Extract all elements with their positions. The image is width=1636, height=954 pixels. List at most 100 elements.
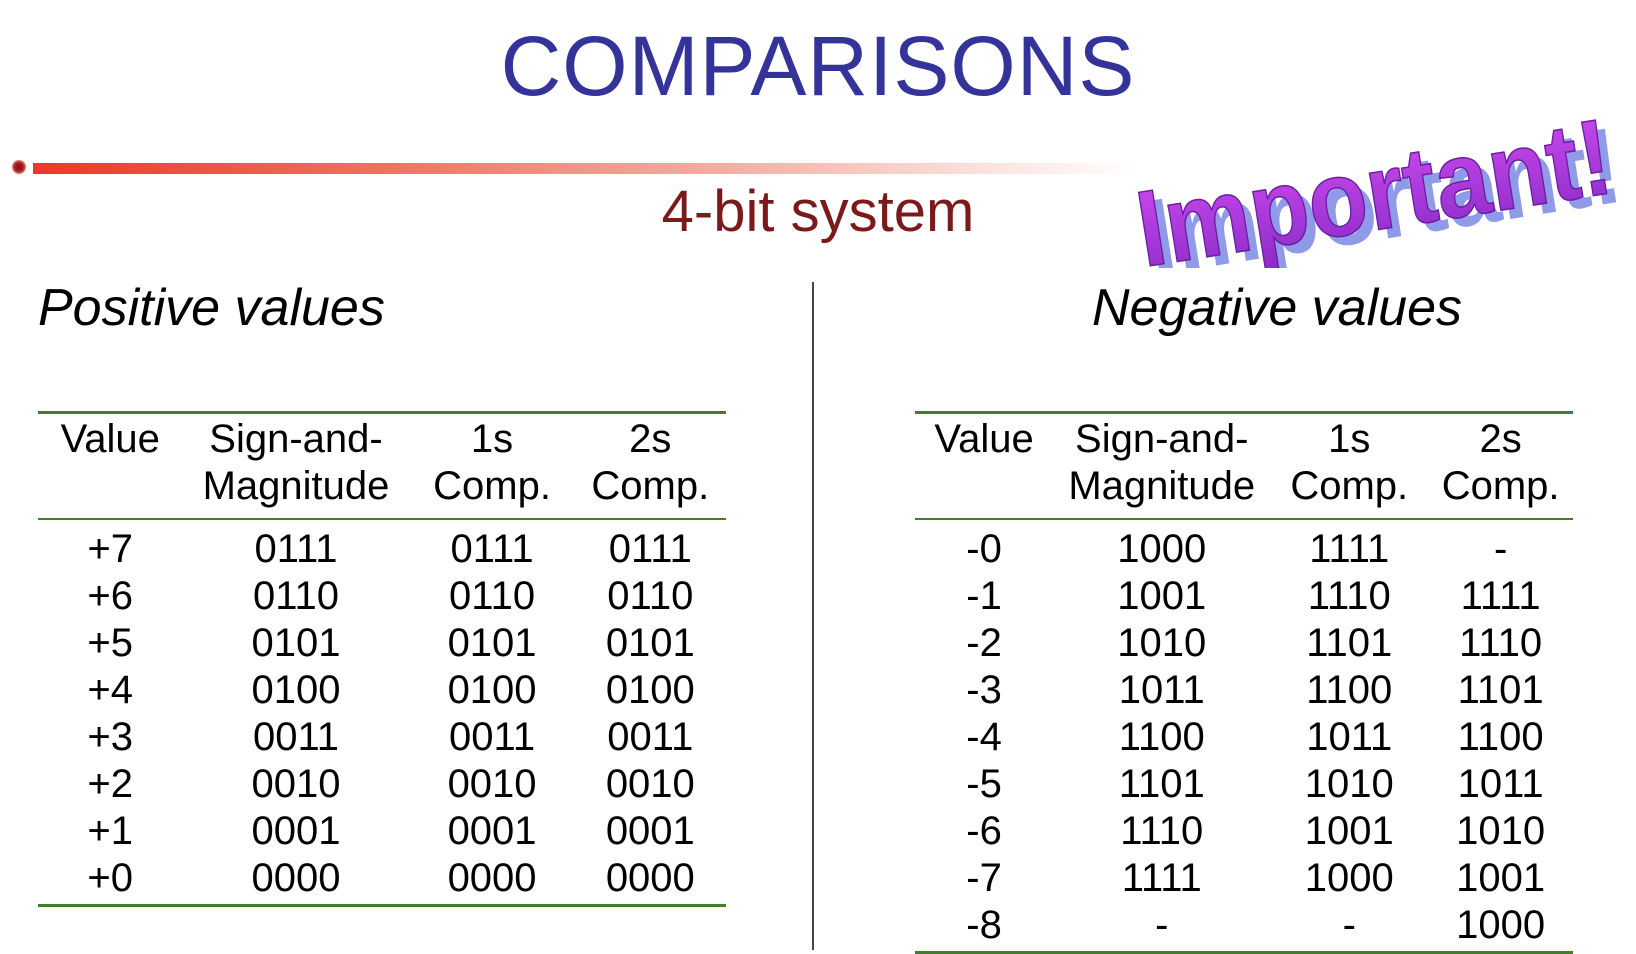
table-row: -1 1001 1110 1111 — [915, 573, 1573, 620]
cell-value: +1 — [87, 809, 134, 853]
table-row: -2 1010 1101 1110 — [915, 620, 1573, 667]
header-line: Comp. — [1290, 464, 1409, 508]
important-stamp-text: Important! — [1129, 95, 1620, 268]
cell-1s-comp: 0011 — [449, 715, 536, 759]
table-row: -8- -1000 — [915, 902, 1573, 954]
cell-2s-comp: 0000 — [574, 855, 726, 907]
cell-2s-comp: 0010 — [605, 762, 695, 806]
cell-value: +4 — [87, 668, 134, 712]
rule-bullet-dot — [12, 160, 26, 174]
cell-1s-comp: 0010 — [447, 762, 537, 806]
table-header-row: Value Sign-and- Magnitude 1s Comp. 2s Comp. — [38, 411, 726, 520]
header-line: Comp. — [1441, 464, 1560, 508]
cell-1s-comp: 0111 — [450, 527, 534, 571]
table-row: -5 1101 1010 1011 — [915, 761, 1573, 808]
cell-value: -7 — [966, 856, 1002, 900]
table-row: +5 0101 0101 0101 — [38, 620, 726, 667]
cell-2s-comp: 0100 — [605, 668, 695, 712]
header-line: Value — [934, 417, 1034, 461]
header-line: Comp. — [591, 464, 710, 508]
slide-title: COMPARISONS — [500, 19, 1136, 113]
cell-sign-and-magnitude: 1100 — [1118, 715, 1205, 759]
header-line: Magnitude — [202, 464, 390, 508]
cell-1s-comp: 1101 — [1306, 621, 1393, 665]
cell-1s-comp: 1100 — [1306, 668, 1393, 712]
gradient-rule — [33, 163, 1133, 174]
header-line: 1s — [1328, 417, 1371, 461]
cell-value: +7 — [87, 527, 134, 571]
table-row: -6 1110 1001 1010 — [915, 808, 1573, 855]
cell-sign-and-magnitude: 0000 — [182, 855, 410, 907]
negative-values-heading: Negative values — [1092, 279, 1462, 337]
cell-2s-comp: 0011 — [607, 715, 694, 759]
cell-value: -5 — [966, 762, 1002, 806]
table-row: +0 0000 0000 0000 — [38, 855, 726, 907]
header-1s-comp: 1s Comp. — [409, 411, 575, 520]
header-value: Value — [915, 411, 1054, 520]
cell-1s-comp: 0110 — [449, 574, 536, 618]
header-value: Value — [38, 411, 183, 520]
cell-sign-and-magnitude: 0101 — [251, 621, 341, 665]
positive-values-heading: Positive values — [38, 279, 385, 337]
cell-1s-comp: 1000 — [1304, 856, 1394, 900]
cell-1s-comp: 0001 — [447, 809, 537, 853]
cell-sign-and-magnitude: 1111 — [1121, 856, 1202, 900]
cell-1s-comp: 0100 — [447, 668, 537, 712]
cell-1s-comp: 1011 — [1306, 715, 1393, 759]
cell-sign-and-magnitude: 1011 — [1118, 668, 1205, 712]
cell-value: -0 — [966, 527, 1002, 571]
cell-sign-and-magnitude: 0100 — [251, 668, 341, 712]
header-line: Sign-and- — [1075, 417, 1249, 461]
header-line: Magnitude — [1068, 464, 1256, 508]
cell-value: -6 — [966, 809, 1002, 853]
table-header-row: Value Sign-and- Magnitude 1s Comp. 2s Comp. — [915, 411, 1573, 520]
cell-sign-and-magnitude: 0111 — [254, 527, 338, 571]
cell-value: +2 — [87, 762, 134, 806]
cell-sign-and-magnitude: 1101 — [1118, 762, 1205, 806]
cell-1s-comp: 1010 — [1304, 762, 1394, 806]
column-divider — [812, 282, 814, 950]
cell-sign-and-magnitude: 1110 — [1120, 809, 1204, 853]
cell-sign-and-magnitude: 1010 — [1117, 621, 1207, 665]
header-line: 2s — [1479, 417, 1522, 461]
table-row: +4 0100 0100 0100 — [38, 667, 726, 714]
cell-value: +6 — [87, 574, 134, 618]
cell-sign-and-magnitude: 1001 — [1117, 574, 1207, 618]
table-row: +1 0001 0001 0001 — [38, 808, 726, 855]
cell-2s-comp: - — [1493, 527, 1508, 571]
cell-sign-and-magnitude: 0110 — [252, 574, 339, 618]
cell-2s-comp: 1010 — [1456, 809, 1546, 853]
table-row: +3 0011 0011 0011 — [38, 714, 726, 761]
cell-sign-and-magnitude: 1000 — [1117, 527, 1207, 571]
table-row: -3 1011 1100 1101 — [915, 667, 1573, 714]
table-row: +2 0010 0010 0010 — [38, 761, 726, 808]
header-2s-comp: 2s Comp. — [574, 411, 726, 520]
table-row: -7 1111 1000 1001 — [915, 855, 1573, 902]
header-line: Sign-and- — [209, 417, 383, 461]
header-sign-and-magnitude: Sign-and- Magnitude — [1053, 411, 1271, 520]
cell-sign-and-magnitude: 0011 — [252, 715, 339, 759]
header-line: 2s — [629, 417, 672, 461]
slide-subtitle: 4-bit system — [661, 179, 975, 244]
cell-1s-comp: 1001 — [1304, 809, 1394, 853]
cell-2s-comp: 0101 — [605, 621, 695, 665]
cell-value: -8 — [915, 902, 1054, 954]
header-sign-and-magnitude: Sign-and- Magnitude — [182, 411, 410, 520]
cell-2s-comp: 1101 — [1457, 668, 1544, 712]
table-row: -0 1000 1111 - — [915, 519, 1573, 573]
cell-2s-comp: 0111 — [608, 527, 692, 571]
cell-2s-comp: 1100 — [1457, 715, 1544, 759]
header-1s-comp: 1s Comp. — [1270, 411, 1429, 520]
cell-value: +5 — [87, 621, 134, 665]
cell-1s-comp: - — [1270, 902, 1429, 954]
cell-sign-and-magnitude: - — [1053, 902, 1271, 954]
cell-2s-comp: 1001 — [1456, 856, 1546, 900]
header-line: Comp. — [433, 464, 551, 508]
cell-1s-comp: 0101 — [447, 621, 537, 665]
table-row: +7 0111 0111 0111 — [38, 519, 726, 573]
cell-1s-comp: 0000 — [409, 855, 575, 907]
negative-values-table: Value Sign-and- Magnitude 1s Comp. 2s Comp.… — [915, 411, 1573, 954]
header-2s-comp: 2s Comp. — [1428, 411, 1573, 520]
cell-value: -3 — [966, 668, 1002, 712]
cell-2s-comp: 0001 — [605, 809, 695, 853]
